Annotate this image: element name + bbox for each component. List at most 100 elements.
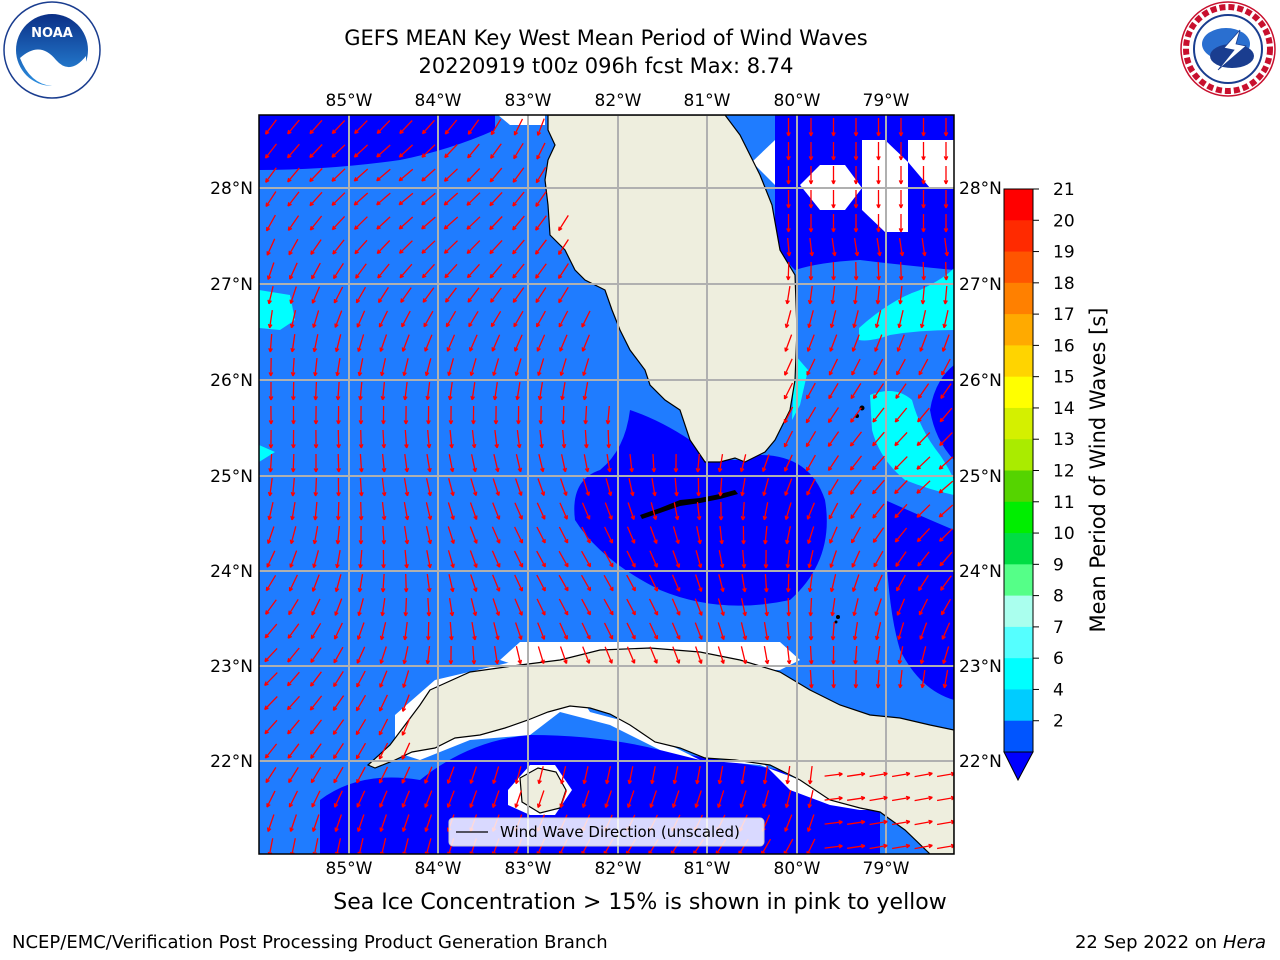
wind-wave-arrow xyxy=(514,502,523,520)
wind-wave-arrow xyxy=(268,357,274,377)
wind-wave-arrow xyxy=(266,526,275,544)
wind-wave-arrow xyxy=(379,646,387,664)
wind-wave-arrow xyxy=(265,191,277,208)
wind-wave-arrow xyxy=(895,551,907,567)
wind-wave-arrow xyxy=(376,144,391,158)
wind-wave-arrow xyxy=(876,142,881,161)
wind-wave-arrow xyxy=(828,502,839,520)
wind-wave-arrow xyxy=(917,407,930,423)
wind-wave-arrow xyxy=(560,381,566,401)
wind-wave-arrow xyxy=(467,143,480,159)
wind-wave-arrow xyxy=(425,646,431,665)
wind-wave-arrow xyxy=(491,334,501,352)
wind-wave-arrow xyxy=(783,406,794,424)
wind-wave-arrow xyxy=(356,790,366,808)
wind-wave-arrow xyxy=(938,528,953,542)
wind-wave-arrow xyxy=(583,454,590,473)
wind-wave-arrow xyxy=(786,646,792,665)
wind-wave-arrow xyxy=(443,168,458,182)
wind-wave-arrow xyxy=(695,550,703,569)
wind-wave-arrow xyxy=(491,574,501,592)
wind-wave-arrow xyxy=(398,216,414,230)
wind-wave-arrow xyxy=(853,645,858,665)
sea-ice-caption: Sea Ice Concentration > 15% is shown in … xyxy=(333,890,947,915)
wind-wave-arrow xyxy=(872,431,885,447)
wind-wave-arrow xyxy=(559,502,568,520)
wind-wave-arrow xyxy=(356,814,365,832)
wind-wave-arrow xyxy=(606,429,611,449)
wind-wave-arrow xyxy=(443,240,458,254)
wind-wave-arrow xyxy=(785,285,791,305)
wind-wave-arrow xyxy=(469,550,478,568)
lat-tick-right: 23°N xyxy=(959,657,1002,677)
wind-wave-arrow xyxy=(871,455,885,471)
colorbar-tick-label: 12 xyxy=(1053,462,1075,482)
lon-tick-bottom: 79°W xyxy=(863,859,910,879)
wind-wave-arrow xyxy=(916,456,931,470)
wind-wave-arrow xyxy=(291,406,296,425)
wind-wave-arrow xyxy=(356,670,366,688)
wind-wave-arrow xyxy=(288,790,299,808)
wind-wave-arrow xyxy=(914,843,933,850)
colorbar-segment xyxy=(1004,439,1033,471)
wind-wave-arrow xyxy=(266,550,276,568)
wind-wave-arrow xyxy=(806,814,815,832)
wind-wave-arrow xyxy=(872,527,885,543)
wind-wave-arrow xyxy=(426,621,431,641)
wind-wave-arrow xyxy=(626,526,636,544)
wind-wave-arrow xyxy=(827,431,840,447)
wind-wave-arrow xyxy=(355,742,367,760)
wind-wave-arrow xyxy=(626,574,636,592)
colorbar-tick-label: 4 xyxy=(1053,680,1064,700)
wind-wave-arrow xyxy=(695,765,701,785)
chart-subtitle: 20220919 t00z 096h fcst Max: 8.74 xyxy=(418,54,794,78)
wind-wave-arrow xyxy=(828,358,839,376)
wind-wave-arrow xyxy=(490,118,502,136)
wind-wave-arrow xyxy=(381,453,387,473)
wind-wave-arrow xyxy=(402,646,409,665)
wind-wave-arrow xyxy=(896,358,906,376)
wind-wave-arrow xyxy=(942,669,949,689)
wind-wave-arrow xyxy=(424,334,433,352)
wind-wave-arrow xyxy=(603,598,614,616)
wind-wave-arrow xyxy=(404,454,410,473)
wind-wave-arrow xyxy=(470,382,476,401)
wind-wave-arrow xyxy=(264,119,277,135)
wind-wave-arrow xyxy=(333,646,344,664)
lon-tick-bottom: 85°W xyxy=(326,859,373,879)
wind-wave-arrow xyxy=(626,550,636,568)
wind-wave-arrow xyxy=(381,525,387,545)
wind-wave-arrow xyxy=(719,526,724,545)
colorbar-segment xyxy=(1004,564,1033,597)
wind-wave-arrow xyxy=(489,191,503,207)
wind-wave-arrow xyxy=(851,334,860,352)
wind-wave-arrow xyxy=(514,358,522,377)
wind-wave-arrow xyxy=(264,647,278,663)
wind-wave-arrow xyxy=(469,502,478,520)
wind-wave-arrow xyxy=(379,790,388,808)
wind-wave-arrow xyxy=(357,334,365,353)
lon-tick-bottom: 81°W xyxy=(684,859,731,879)
wind-wave-arrow xyxy=(831,261,836,281)
wind-wave-arrow xyxy=(449,429,454,449)
wind-wave-arrow xyxy=(628,478,635,497)
wind-wave-arrow xyxy=(940,383,952,399)
wind-wave-arrow xyxy=(403,405,409,425)
wind-wave-arrow xyxy=(536,598,546,616)
wind-wave-arrow xyxy=(673,502,680,521)
wind-wave-arrow xyxy=(310,766,322,784)
wind-wave-arrow xyxy=(919,310,927,329)
wind-wave-arrow xyxy=(581,502,591,520)
wind-wave-arrow xyxy=(287,167,300,183)
wind-wave-arrow xyxy=(940,575,952,591)
colorbar-segment xyxy=(1004,189,1033,221)
wind-wave-arrow xyxy=(896,598,906,616)
wind-wave-arrow xyxy=(921,142,926,161)
wind-wave-arrow xyxy=(290,334,296,353)
wind-wave-arrow xyxy=(489,239,503,255)
wind-wave-arrow xyxy=(514,334,523,352)
wind-wave-arrow xyxy=(466,192,481,206)
wind-wave-arrow xyxy=(717,453,724,473)
wind-wave-arrow xyxy=(448,597,455,617)
